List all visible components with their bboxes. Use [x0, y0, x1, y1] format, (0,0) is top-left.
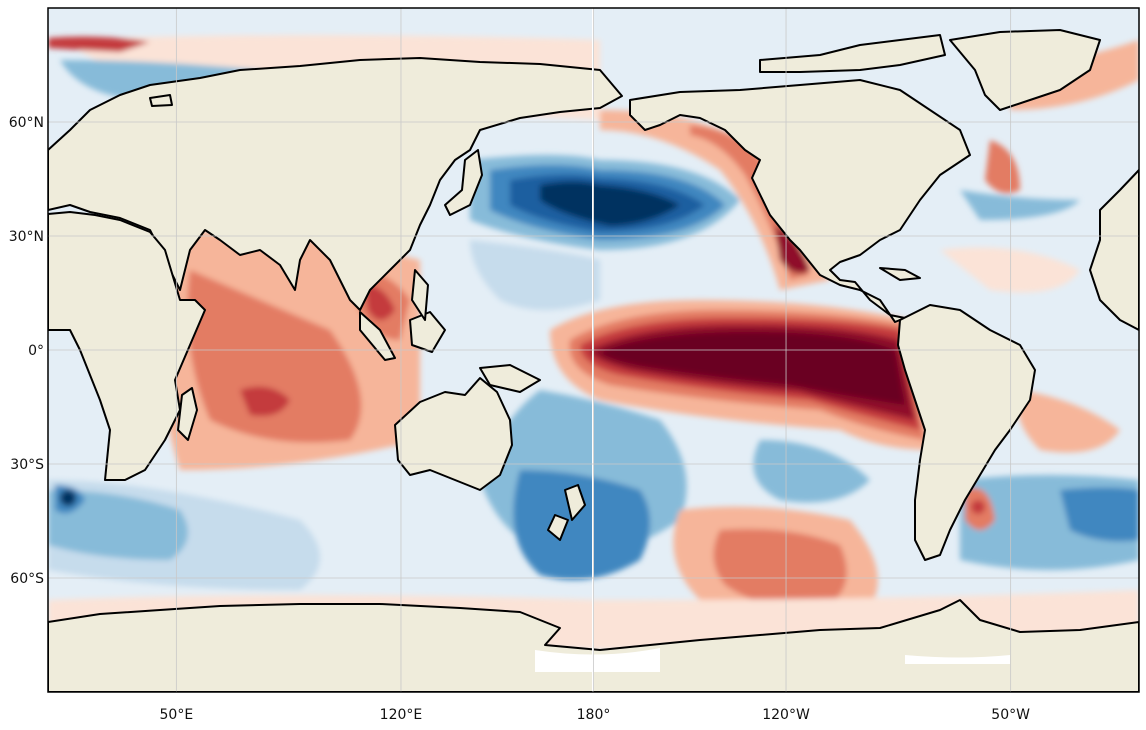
x-tick-label: 120°W	[762, 707, 810, 723]
land-europe-east	[1089, 169, 1139, 331]
land-arctic-islands	[759, 34, 946, 73]
gridlines	[48, 8, 1139, 692]
land-sumatra	[359, 311, 396, 361]
y-tick-label: 60°N	[9, 115, 44, 131]
y-tick-label: 30°N	[9, 229, 44, 245]
y-tick-label: 0°	[28, 343, 44, 359]
x-tick-labels: 50°E 120°E 180° 120°W 50°W	[160, 707, 1031, 723]
y-tick-label: 60°S	[10, 571, 44, 587]
ice-shelf-east	[905, 655, 1010, 664]
y-tick-label: 30°S	[10, 457, 44, 473]
land-madagascar	[177, 387, 198, 441]
land-masses	[48, 29, 1139, 692]
land-japan	[444, 149, 483, 216]
x-tick-label: 50°E	[160, 707, 194, 723]
x-tick-label: 180°	[577, 707, 611, 723]
land-australia	[394, 377, 513, 491]
land-africa	[48, 211, 206, 481]
x-tick-label: 120°E	[380, 707, 423, 723]
land-newguinea	[479, 364, 541, 393]
map-frame	[47, 7, 1140, 693]
y-tick-labels: 60°N 30°N 0° 30°S 60°S	[9, 115, 44, 587]
land-cuba	[879, 267, 921, 281]
x-tick-label: 50°W	[991, 707, 1030, 723]
land-greenland	[949, 29, 1101, 111]
land-south-america	[897, 304, 1036, 561]
ice-shelf	[535, 648, 660, 672]
land-antarctica	[48, 599, 1139, 692]
land-north-america	[629, 79, 971, 323]
land-eurasia	[48, 57, 623, 311]
land-iceland-left	[149, 94, 173, 107]
land-new-zealand	[564, 484, 586, 521]
land-new-zealand-south	[547, 514, 569, 541]
land-philippines	[411, 269, 429, 321]
land-borneo	[409, 311, 446, 353]
